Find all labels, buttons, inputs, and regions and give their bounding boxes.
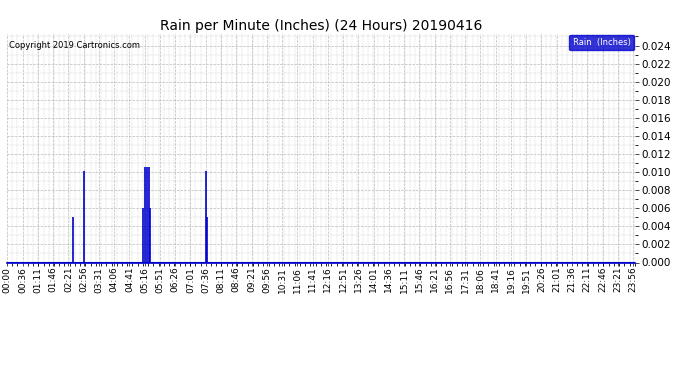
Legend: Rain  (Inches): Rain (Inches)	[569, 34, 634, 50]
Text: Copyright 2019 Cartronics.com: Copyright 2019 Cartronics.com	[9, 40, 140, 50]
Title: Rain per Minute (Inches) (24 Hours) 20190416: Rain per Minute (Inches) (24 Hours) 2019…	[159, 19, 482, 33]
